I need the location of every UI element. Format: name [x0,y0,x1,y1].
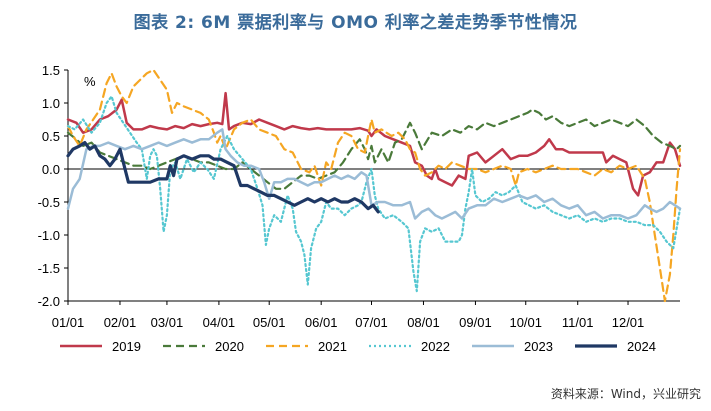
series-line-2019 [66,91,682,197]
y-tick-label: -1.5 [38,261,60,276]
series-line-2023 [66,128,682,220]
y-axis-unit-label: % [84,74,96,89]
y-tick-label: -0.5 [38,195,60,210]
chart-title: 图表 2: 6M 票据利率与 OMO 利率之差走势季节性情况 [133,13,578,33]
x-tick-label: 10/01 [509,315,542,330]
y-tick-label: 1.0 [42,96,60,111]
chart-series-lines [66,68,682,303]
x-tick-label: 08/01 [407,315,440,330]
y-tick-label: 0.0 [42,162,60,177]
source-note: 资料来源：Wind，兴业研究 [550,387,701,401]
legend-label-2022: 2022 [421,339,450,354]
x-tick-label: 03/01 [151,315,184,330]
x-tick-label: 02/01 [104,315,137,330]
series-line-2021 [66,68,682,303]
legend-label-2023: 2023 [524,339,553,354]
y-tick-label: -1.0 [38,228,60,243]
x-tick-label: 07/01 [355,315,388,330]
x-tick-label: 04/01 [203,315,236,330]
x-tick-label: 05/01 [253,315,286,330]
series-line-2024 [66,141,380,214]
chart-axes: 1.5 1.0 0.5 0.0 -0.5 -1.0 -1.5 -2.0% 01/01 02/01 0… [38,63,680,330]
x-tick-label: 01/01 [52,315,85,330]
legend-label-2021: 2021 [318,339,347,354]
legend-label-2019: 2019 [112,339,141,354]
y-tick-label: 1.5 [42,63,60,78]
chart-legend: 2019 2020 2021 2022 2023 2024 [60,339,656,354]
legend-label-2020: 2020 [215,339,244,354]
series-line-2022 [66,95,682,293]
x-tick-label: 09/01 [459,315,492,330]
x-tick-label: 11/01 [562,315,594,330]
x-tick-label: 06/01 [305,315,338,330]
x-tick-label: 12/01 [612,315,645,330]
legend-label-2024: 2024 [627,339,656,354]
y-tick-label: -2.0 [38,294,60,309]
series-line-2020 [66,108,682,190]
y-tick-label: 0.5 [42,129,60,144]
